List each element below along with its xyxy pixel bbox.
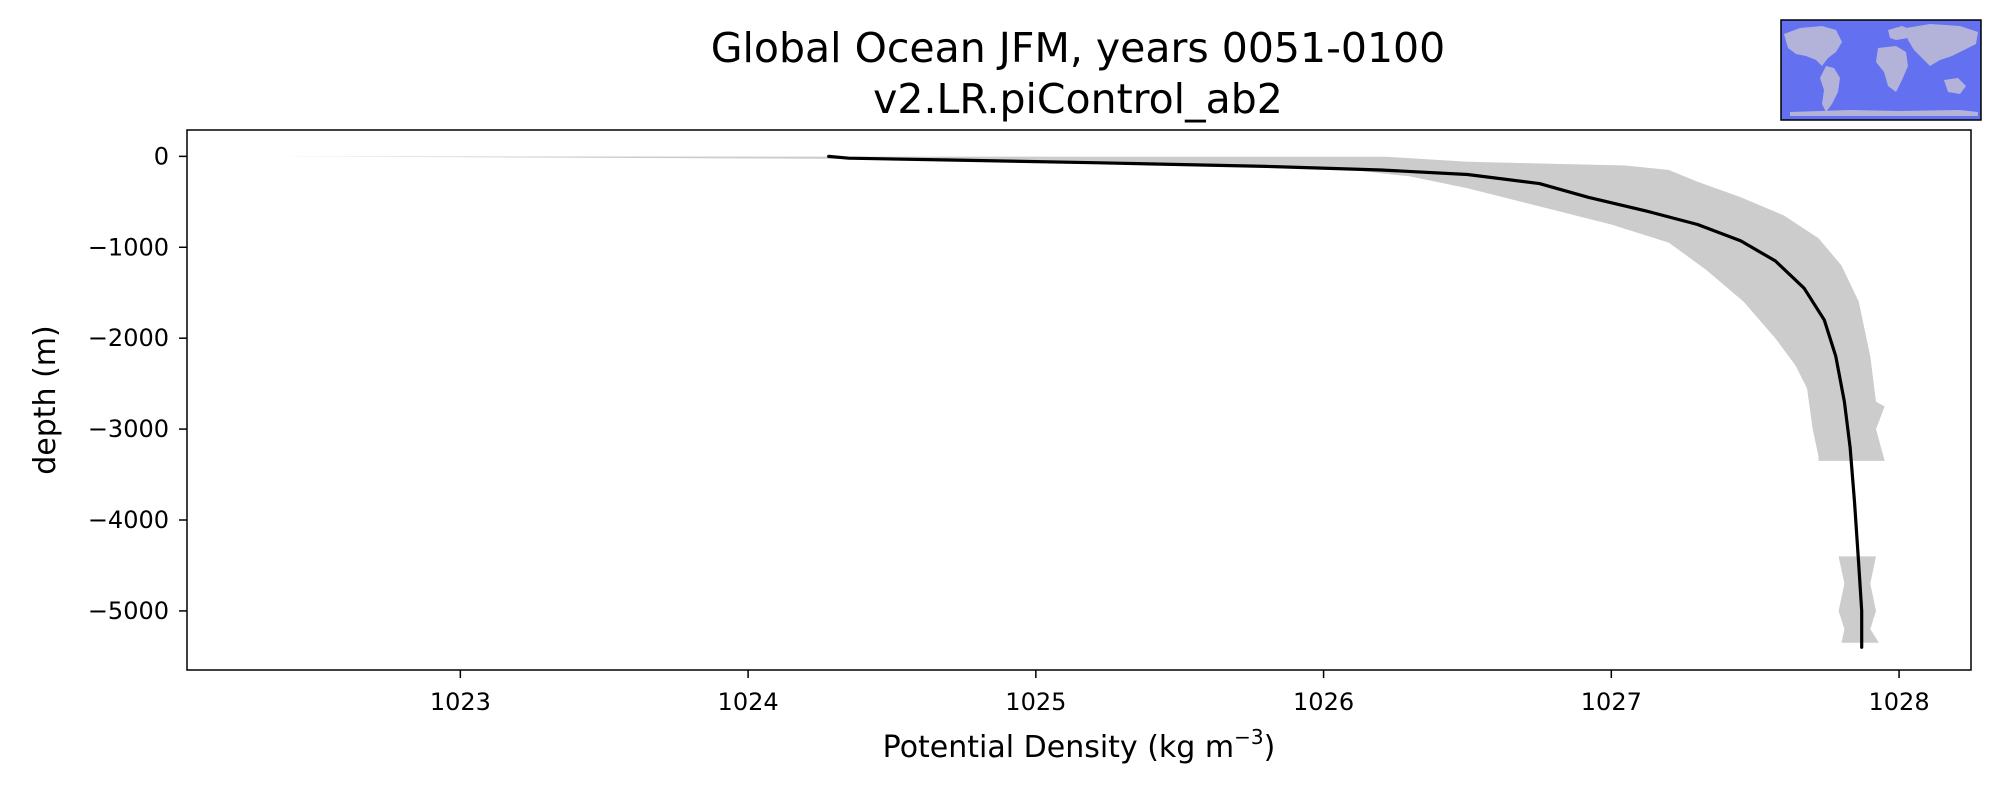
x-axis-label: Potential Density (kg m−3): [883, 725, 1276, 765]
x-tick-label: 1028: [1869, 688, 1930, 716]
y-axis-ticks: 0 −1000 −2000 −3000 −4000 −5000: [88, 142, 187, 625]
y-axis-label: depth (m): [28, 325, 63, 475]
x-axis-label-close: ): [1264, 730, 1276, 765]
y-tick-label: 0: [154, 142, 169, 170]
y-tick-label: −1000: [88, 233, 169, 261]
y-tick-label: −5000: [88, 597, 169, 625]
axes-frame: [186, 129, 1972, 671]
x-axis-label-superscript: −3: [1234, 725, 1263, 749]
band-segment-2: [1838, 556, 1879, 643]
x-tick-label: 1027: [1581, 688, 1642, 716]
inset-map-land: [1784, 24, 1978, 116]
y-tick-label: −4000: [88, 506, 169, 534]
x-axis-label-main: Potential Density (kg m: [883, 730, 1234, 765]
x-tick-label: 1025: [1005, 688, 1066, 716]
inset-map-border: [1780, 19, 1982, 121]
y-tick-label: −3000: [88, 415, 169, 443]
band-segment-1: [273, 156, 1885, 461]
spread-band: [273, 156, 1885, 643]
chart-subtitle: v2.LR.piControl_ab2: [873, 75, 1283, 123]
y-tick-label: −2000: [88, 324, 169, 352]
x-tick-label: 1023: [430, 688, 491, 716]
x-tick-label: 1024: [718, 688, 779, 716]
x-tick-label: 1026: [1293, 688, 1354, 716]
mean-profile: [827, 154, 1864, 649]
chart-title: Global Ocean JFM, years 0051-0100: [711, 24, 1445, 72]
plot-area: 1023 1024 1025 1026 1027 1028 0 −1000 −2000 −300…: [88, 129, 1972, 716]
profile-line-1: [827, 154, 1864, 649]
x-axis-ticks: 1023 1024 1025 1026 1027 1028: [430, 670, 1930, 716]
inset-world-map: [1780, 19, 1982, 121]
